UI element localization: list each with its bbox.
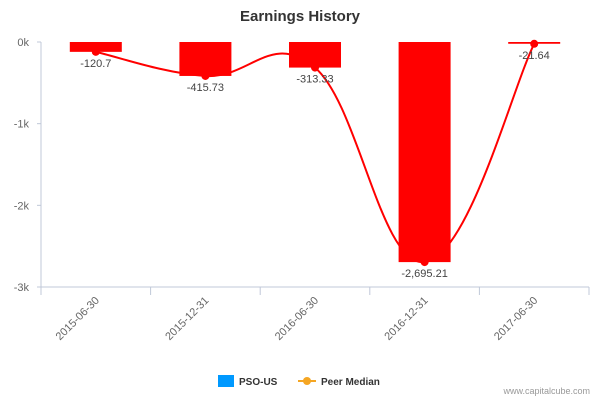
x-axis: 2015-06-30 2015-12-31 2016-06-30 2016-12-31… [40,286,590,343]
data-label-2016-12-31: -2,695.21 [401,268,447,280]
bar-2016-12-31 [398,42,451,263]
bar-2015-12-31 [179,42,232,76]
data-label-2015-12-31: -415.73 [187,82,224,94]
peer-median-line [95,43,536,264]
y-tick-label: -1k [14,119,30,131]
bar-series [69,42,561,263]
legend-label-pso-us: PSO-US [239,377,278,388]
legend-marker-peer-median [303,377,311,385]
y-tick-label: -2k [14,200,30,212]
legend-label-peer-median: Peer Median [321,377,380,388]
y-axis: 0k -1k -2k -3k [14,37,42,294]
x-tick-label: 2016-12-31 [382,295,430,343]
x-tick-label: 2016-06-30 [273,295,321,343]
x-tick-label: 2015-12-31 [163,295,211,343]
line-point-2016-12-31 [420,258,429,267]
line-point-2015-06-30 [91,47,100,56]
data-label-2015-06-30: -120.7 [80,58,111,70]
bar-2016-06-30 [289,42,341,68]
y-tick-label: -3k [14,282,30,294]
data-label-2016-06-30: -313.33 [296,74,333,86]
line-point-2016-06-30 [311,63,319,72]
data-label-2017-06-30: -21.64 [519,50,550,62]
line-point-2015-12-31 [201,71,210,80]
line-point-2017-06-30 [530,39,539,48]
line-series [91,39,539,267]
legend-swatch-pso-us [218,375,234,387]
x-tick-label: 2015-06-30 [54,295,102,343]
y-tick-label: 0k [17,37,29,49]
bar-2015-06-30 [69,42,122,52]
x-tick-label: 2017-06-30 [492,295,540,343]
legend: PSO-US Peer Median [218,375,380,388]
credit-text: www.capitalcube.com [502,386,590,396]
chart-title: Earnings History [240,8,361,25]
data-labels: -120.7 -415.73 -313.33 -2,695.21 -21.64 [80,50,550,280]
